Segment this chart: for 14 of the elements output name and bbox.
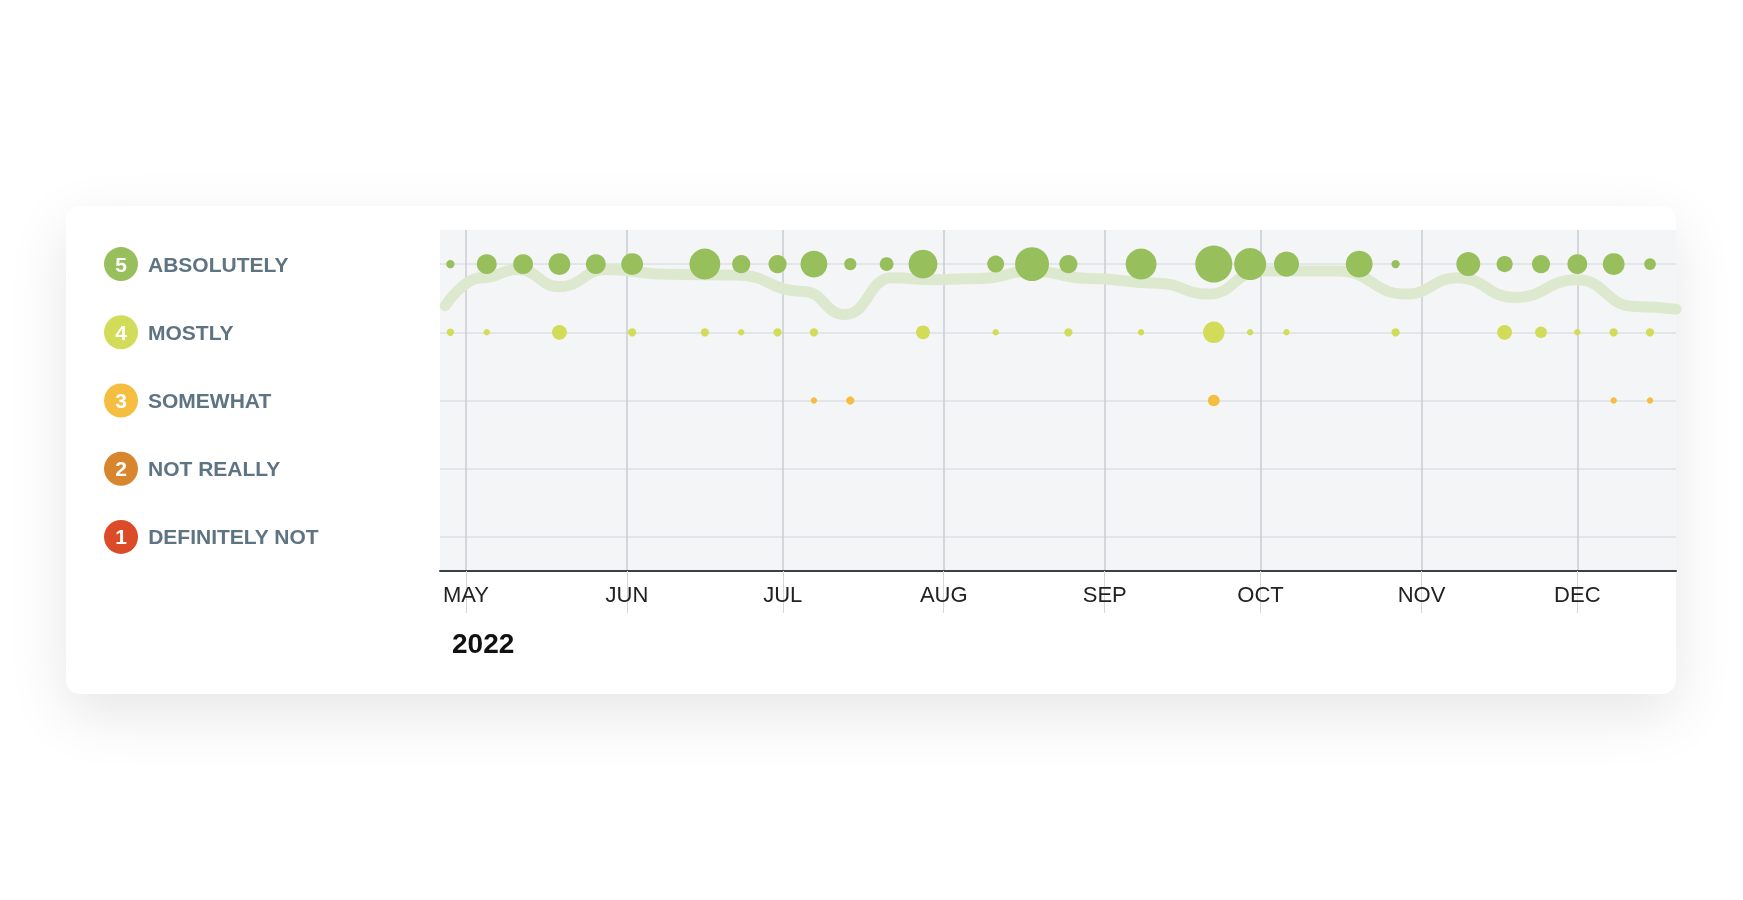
x-tick-label: NOV xyxy=(1397,581,1446,607)
y-tick-label: 4 MOSTLY xyxy=(115,320,234,344)
x-tick-label: DEC xyxy=(1554,581,1601,607)
x-tick-label: JUN xyxy=(605,581,649,607)
x-tick-label: MAY xyxy=(442,581,490,607)
y-tick-label: 5 ABSOLUTELY xyxy=(115,252,289,276)
y-tick-label: 2 NOT REALLY xyxy=(115,457,281,481)
y-tick-label: 1 DEFINITELY NOT xyxy=(115,525,319,549)
x-tick-label: OCT xyxy=(1237,581,1284,607)
x-tick-label: JUL xyxy=(763,581,803,607)
x-axis-title: 2022 xyxy=(452,627,515,659)
x-tick-label: AUG xyxy=(919,581,968,607)
y-tick-label: 3 SOMEWHAT xyxy=(115,389,272,412)
x-tick-label: SEP xyxy=(1082,581,1127,607)
